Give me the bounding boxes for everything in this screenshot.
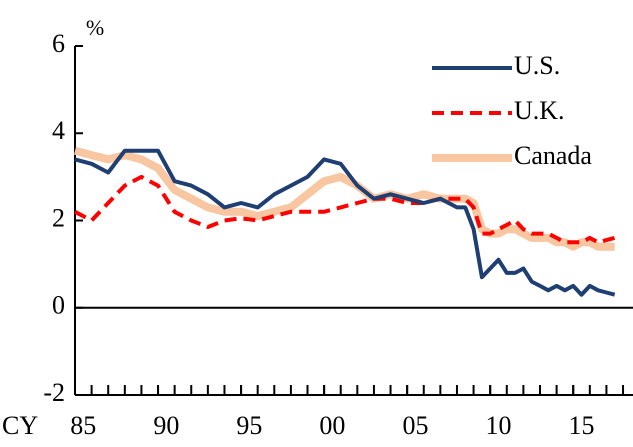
y-tick-label: 2 xyxy=(52,203,65,232)
y-tick-label: 6 xyxy=(52,29,65,58)
series-line xyxy=(74,148,616,297)
y-tick-label: 0 xyxy=(52,291,65,320)
x-tick-label: 90 xyxy=(153,411,179,440)
x-tick-label: 15 xyxy=(569,411,595,440)
y-tick-label: 4 xyxy=(52,116,65,145)
series-line xyxy=(73,146,615,251)
x-tick-label: 95 xyxy=(236,411,262,440)
y-unit-label: % xyxy=(86,15,104,40)
x-tick-label: 05 xyxy=(402,411,428,440)
legend-label: Canada xyxy=(514,141,592,170)
x-prefix-label: CY xyxy=(2,411,38,440)
series-line xyxy=(74,174,616,245)
x-tick-label: 85 xyxy=(70,411,96,440)
y-tick-label: -2 xyxy=(43,378,65,407)
legend-label: U.S. xyxy=(514,51,560,80)
x-tick-label: 00 xyxy=(319,411,345,440)
x-tick-label: 10 xyxy=(485,411,511,440)
legend-label: U.K. xyxy=(514,96,565,125)
